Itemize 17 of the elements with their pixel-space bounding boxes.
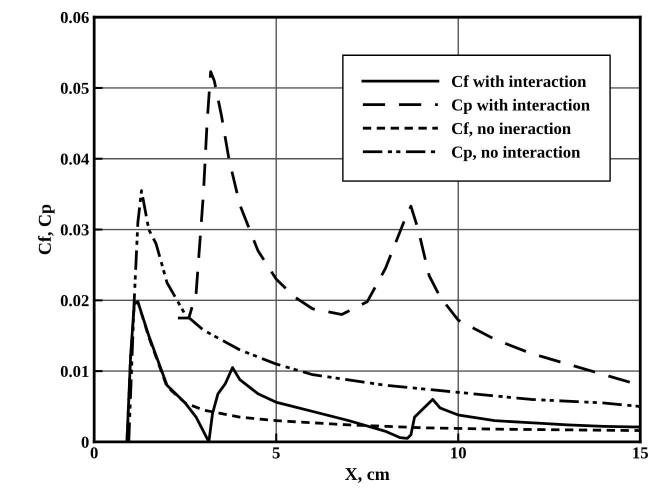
y-axis-title: Cf, Cp xyxy=(38,204,55,254)
y-tick-label: 0.01 xyxy=(60,366,88,378)
x-axis-title: X, cm xyxy=(344,468,390,483)
legend-label: Cf, no ineraction xyxy=(452,122,571,137)
legend-label: Cp, no interaction xyxy=(452,146,580,162)
legend-label: Cf with interaction xyxy=(452,75,586,88)
x-tick-label: 0 xyxy=(90,447,98,458)
y-tick-label: 0.02 xyxy=(60,295,89,306)
legend-label: Cp with interaction xyxy=(452,98,590,114)
x-tick-label: 5 xyxy=(272,447,280,458)
y-tick-label: 0.03 xyxy=(60,224,89,236)
y-tick-label: 0 xyxy=(82,436,89,448)
x-tick-label: 15 xyxy=(633,447,648,458)
x-tick-label: 10 xyxy=(451,447,466,458)
y-tick-label: 0.05 xyxy=(60,82,89,94)
y-tick-label: 0.06 xyxy=(60,12,89,24)
y-tick-label: 0.04 xyxy=(60,153,90,165)
